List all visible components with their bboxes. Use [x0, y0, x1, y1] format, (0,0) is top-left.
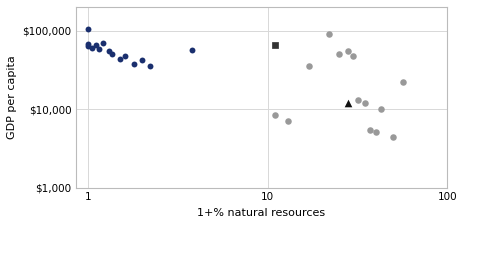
Botswana — [344, 101, 352, 105]
Welfare State Capitalist Countries — [92, 43, 100, 48]
Welfare State Capitalist Countries — [121, 54, 129, 58]
Resource Curse Countries — [366, 128, 374, 132]
Welfare State Capitalist Countries — [84, 42, 92, 46]
Resource Curse Countries — [326, 32, 334, 36]
Welfare State Capitalist Countries — [96, 47, 104, 51]
Welfare State Capitalist Countries — [130, 62, 138, 66]
X-axis label: 1+% natural resources: 1+% natural resources — [198, 208, 326, 218]
Welfare State Capitalist Countries — [88, 46, 96, 50]
Resource Curse Countries — [362, 101, 370, 105]
Welfare State Capitalist Countries — [84, 27, 92, 31]
Resource Curse Countries — [284, 119, 292, 123]
Resource Curse Countries — [400, 80, 407, 84]
Norway — [272, 43, 280, 48]
Resource Curse Countries — [378, 107, 386, 111]
Resource Curse Countries — [354, 98, 362, 102]
Resource Curse Countries — [350, 54, 358, 58]
Welfare State Capitalist Countries — [108, 52, 116, 56]
Welfare State Capitalist Countries — [116, 57, 124, 62]
Welfare State Capitalist Countries — [188, 48, 196, 52]
Y-axis label: GDP per capita: GDP per capita — [7, 56, 17, 139]
Resource Curse Countries — [372, 129, 380, 134]
Welfare State Capitalist Countries — [84, 44, 92, 49]
Resource Curse Countries — [335, 52, 343, 56]
Welfare State Capitalist Countries — [138, 58, 146, 62]
Welfare State Capitalist Countries — [146, 64, 154, 69]
Resource Curse Countries — [272, 113, 280, 117]
Resource Curse Countries — [344, 49, 352, 53]
Resource Curse Countries — [305, 64, 313, 69]
Welfare State Capitalist Countries — [98, 41, 106, 45]
Resource Curse Countries — [389, 134, 397, 139]
Welfare State Capitalist Countries — [105, 49, 113, 53]
